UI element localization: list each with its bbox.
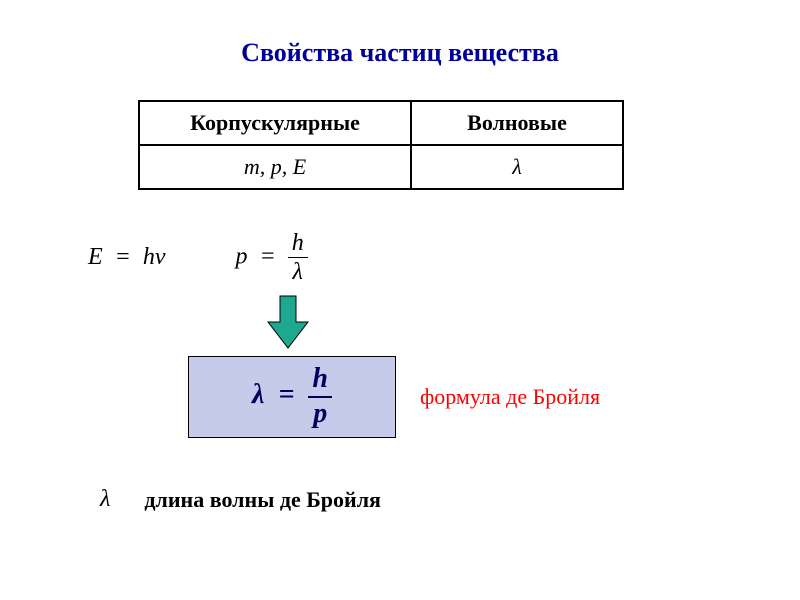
de-broglie-label: формула де Бройля <box>420 384 600 410</box>
title-text: Свойства частиц вещества <box>241 38 559 67</box>
debroglie-den: p <box>308 398 332 430</box>
properties-table: Корпускулярные Волновые m, p, E λ <box>138 100 624 190</box>
formulas-row: E = hν p = h λ <box>88 230 308 286</box>
energy-rhs: hν <box>143 244 166 270</box>
momentum-lhs: p <box>236 243 248 269</box>
momentum-frac: h λ <box>288 230 308 286</box>
formula-de-broglie: λ = h p <box>252 364 332 430</box>
de-broglie-label-text: формула де Бройля <box>420 384 600 409</box>
table-header-corpuscular: Корпускулярные <box>139 101 411 145</box>
page-title: Свойства частиц вещества <box>0 38 800 68</box>
energy-eq: = <box>115 244 131 270</box>
momentum-eq: = <box>260 243 276 269</box>
energy-lhs: E <box>88 244 103 270</box>
debroglie-eq: = <box>278 379 294 410</box>
momentum-num: h <box>288 230 308 258</box>
formula-momentum: p = h λ <box>236 230 308 286</box>
lambda-caption: λ длина волны де Бройля <box>100 486 381 513</box>
lambda-symbol: λ <box>100 486 110 513</box>
arrow-down-icon <box>266 294 310 350</box>
table-cell-corpuscular: m, p, E <box>139 145 411 189</box>
debroglie-frac: h p <box>308 364 332 430</box>
momentum-den: λ <box>288 258 308 285</box>
table-cell-wave: λ <box>411 145 623 189</box>
lambda-text: длина волны де Бройля <box>144 487 381 513</box>
debroglie-num: h <box>308 364 332 398</box>
de-broglie-box: λ = h p <box>188 356 396 438</box>
table-header-wave: Волновые <box>411 101 623 145</box>
formula-energy: E = hν <box>88 244 166 271</box>
debroglie-lhs: λ <box>252 379 264 410</box>
arrow-shape <box>268 296 308 348</box>
